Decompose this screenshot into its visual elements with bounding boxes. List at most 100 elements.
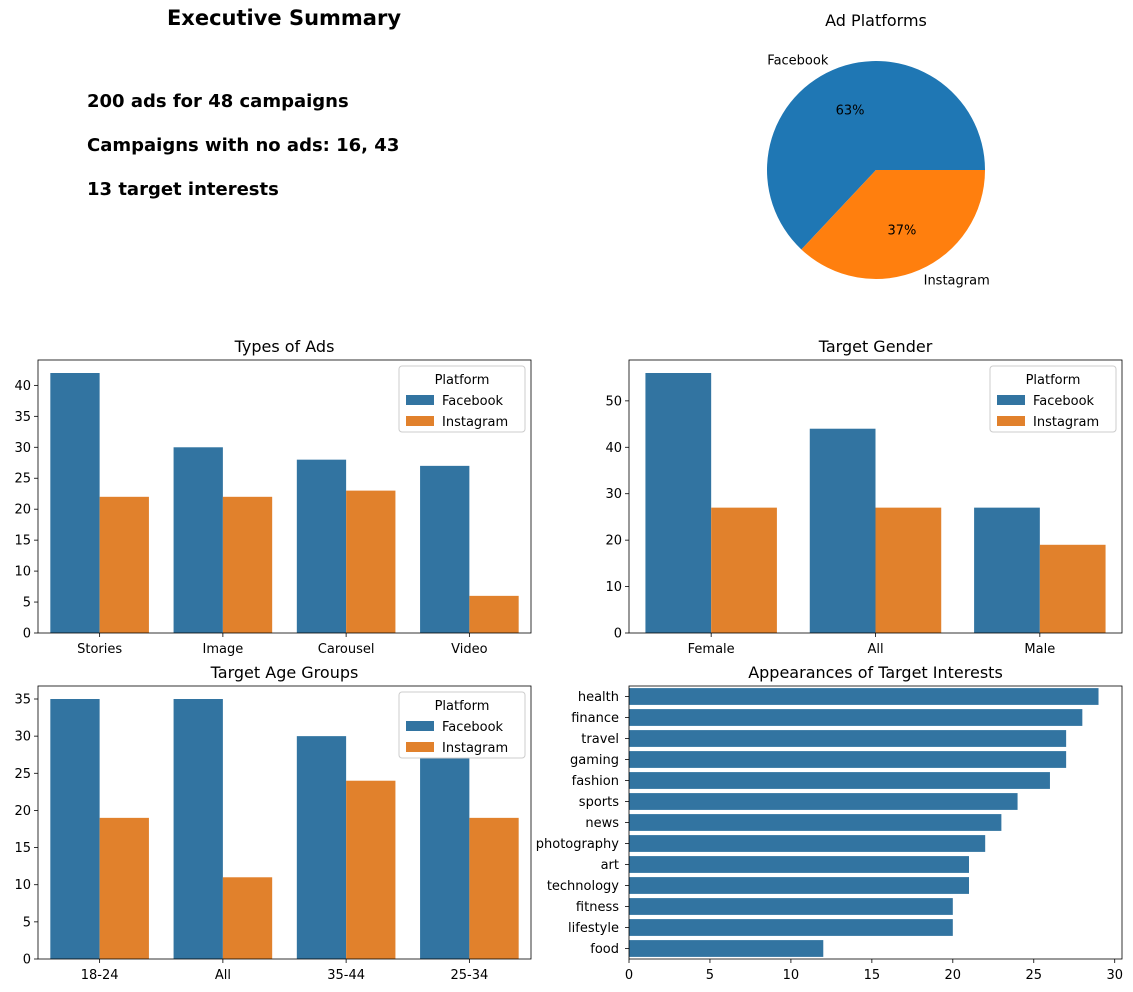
legend-label-facebook: Facebook (1033, 394, 1095, 409)
legend-label-instagram: Instagram (1033, 415, 1099, 430)
bar-instagram-male (1039, 544, 1106, 633)
bar-photography (629, 835, 986, 852)
bar-instagram-image (222, 496, 273, 633)
bar-art (629, 856, 969, 873)
y-tick-label: 15 (14, 534, 31, 549)
bar-lifestyle (629, 919, 953, 936)
y-tick-label: 35 (14, 410, 31, 425)
bar-travel (629, 730, 1067, 747)
y-tick-label: 35 (14, 693, 31, 708)
bar-instagram-35-44 (346, 780, 396, 959)
y-tick-label: 15 (14, 841, 31, 856)
y-tick-label: 25 (14, 767, 31, 782)
bar-instagram-all (875, 507, 942, 633)
legend-swatch-instagram (406, 416, 434, 426)
legend-label-instagram: Instagram (442, 741, 508, 756)
y-tick-label: fitness (576, 900, 619, 915)
legend-title: Platform (435, 373, 490, 388)
bar-facebook-25-34 (420, 758, 470, 959)
y-tick-label: travel (581, 732, 619, 747)
y-tick-label: 10 (605, 580, 622, 595)
y-tick-label: 25 (14, 472, 31, 487)
y-tick-label: news (585, 816, 619, 831)
summary-no-ads-campaigns: Campaigns with no ads: 16, 43 (87, 135, 400, 156)
y-tick-label: 30 (14, 730, 31, 745)
bar-facebook-18-24 (50, 699, 100, 959)
y-tick-label: 40 (605, 441, 622, 456)
y-tick-label: 20 (14, 503, 31, 518)
legend-swatch-instagram (406, 742, 434, 752)
y-tick-label: 40 (14, 379, 31, 394)
summary-title: Executive Summary (166, 6, 402, 30)
bar-facebook-female (645, 373, 712, 633)
y-tick-label: 20 (14, 804, 31, 819)
bar-instagram-18-24 (99, 817, 149, 959)
x-tick-label: 30 (1106, 968, 1123, 983)
legend-title: Platform (1026, 373, 1081, 388)
y-tick-label: 30 (14, 441, 31, 456)
x-tick-label: 10 (783, 968, 800, 983)
y-tick-label: 0 (23, 953, 31, 968)
x-tick-label: 25-34 (450, 968, 488, 983)
legend-swatch-facebook (997, 395, 1025, 405)
y-tick-label: finance (571, 711, 619, 726)
x-tick-label: 35-44 (327, 968, 365, 983)
x-tick-label: All (867, 642, 883, 657)
pie-slice-facebook (766, 61, 985, 250)
y-tick-label: technology (547, 879, 619, 894)
bar-food (629, 940, 824, 957)
bar-technology (629, 877, 969, 894)
bar-instagram-video (469, 595, 519, 633)
axes-frame (37, 359, 532, 634)
bar-facebook-all (173, 699, 223, 959)
x-tick-label: Carousel (318, 642, 375, 657)
bar-facebook-video (420, 465, 470, 633)
legend-title: Platform (435, 699, 490, 714)
bar-news (629, 814, 1002, 831)
y-tick-label: 10 (14, 565, 31, 580)
bar-facebook-male (974, 507, 1040, 633)
y-tick-label: gaming (570, 753, 619, 768)
chart-title: Target Gender (818, 337, 933, 356)
chart-title: Ad Platforms (825, 11, 927, 30)
axes-frame (37, 685, 532, 960)
bar-facebook-35-44 (296, 736, 347, 959)
bar-instagram-25-34 (469, 817, 519, 959)
bar-sports (629, 793, 1018, 810)
legend-swatch-instagram (997, 416, 1025, 426)
y-tick-label: 5 (23, 915, 31, 930)
y-tick-label: 20 (605, 534, 622, 549)
pie-pct-label: 37% (888, 224, 917, 239)
y-tick-label: art (601, 858, 619, 873)
legend-swatch-facebook (406, 721, 434, 731)
y-tick-label: 5 (23, 596, 31, 611)
bar-facebook-carousel (296, 459, 347, 633)
legend-box (398, 691, 526, 759)
y-tick-label: 50 (605, 394, 622, 409)
y-tick-label: 0 (614, 627, 622, 642)
summary-target-interests: 13 target interests (87, 179, 279, 200)
bar-instagram-female (711, 507, 777, 633)
bar-facebook-all (809, 428, 876, 633)
x-tick-label: 25 (1025, 968, 1042, 983)
x-tick-label: 18-24 (81, 968, 119, 983)
y-tick-label: 0 (23, 627, 31, 642)
bar-fashion (629, 772, 1050, 789)
y-tick-label: photography (536, 837, 620, 852)
y-tick-label: fashion (572, 774, 619, 789)
bar-instagram-stories (99, 496, 149, 633)
bar-instagram-all (222, 877, 273, 959)
legend-box (398, 365, 526, 433)
x-tick-label: Male (1024, 642, 1055, 657)
y-tick-label: sports (579, 795, 619, 810)
y-tick-label: health (578, 690, 619, 705)
bar-gaming (629, 751, 1067, 768)
bar-facebook-stories (50, 373, 100, 633)
x-tick-label: 20 (945, 968, 962, 983)
legend-label-facebook: Facebook (442, 720, 504, 735)
chart-title: Types of Ads (234, 337, 335, 356)
legend-box (989, 365, 1117, 433)
x-tick-label: All (215, 968, 231, 983)
y-tick-label: 30 (605, 487, 622, 502)
